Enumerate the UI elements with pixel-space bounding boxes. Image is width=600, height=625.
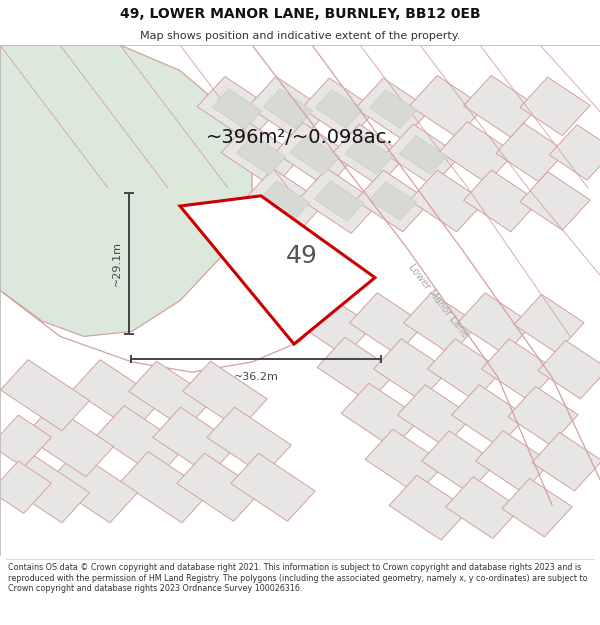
Polygon shape [1, 452, 89, 522]
Polygon shape [370, 182, 416, 220]
Polygon shape [422, 431, 496, 492]
Text: ~29.1m: ~29.1m [112, 241, 122, 286]
Text: 49: 49 [286, 244, 317, 268]
Polygon shape [0, 461, 52, 513]
Polygon shape [410, 170, 484, 232]
Polygon shape [302, 78, 376, 140]
Polygon shape [520, 77, 590, 136]
Polygon shape [245, 169, 325, 233]
Polygon shape [464, 76, 538, 138]
Polygon shape [514, 294, 584, 353]
Polygon shape [332, 124, 406, 186]
Polygon shape [400, 136, 446, 174]
Polygon shape [350, 292, 424, 354]
Polygon shape [341, 383, 421, 448]
Polygon shape [440, 121, 514, 183]
Polygon shape [236, 135, 286, 175]
Polygon shape [207, 408, 291, 475]
Polygon shape [374, 339, 448, 401]
Polygon shape [212, 89, 262, 129]
Text: 49, LOWER MANOR LANE, BURNLEY, BB12 0EB: 49, LOWER MANOR LANE, BURNLEY, BB12 0EB [119, 6, 481, 21]
Polygon shape [476, 431, 550, 492]
Polygon shape [0, 415, 52, 468]
Polygon shape [538, 341, 600, 399]
Polygon shape [398, 385, 472, 446]
Polygon shape [73, 359, 161, 431]
Polygon shape [365, 429, 445, 494]
Polygon shape [532, 432, 600, 491]
Polygon shape [317, 338, 397, 402]
Polygon shape [386, 124, 460, 186]
Polygon shape [0, 45, 252, 336]
Polygon shape [549, 124, 600, 180]
Polygon shape [464, 170, 538, 232]
Polygon shape [231, 453, 315, 521]
Polygon shape [221, 122, 301, 188]
Polygon shape [263, 89, 313, 129]
Polygon shape [197, 76, 277, 141]
Polygon shape [183, 361, 267, 429]
Text: Lower Manor Lane: Lower Manor Lane [406, 262, 470, 339]
Polygon shape [177, 453, 261, 521]
Polygon shape [1, 359, 89, 431]
Polygon shape [153, 408, 237, 475]
Polygon shape [404, 292, 478, 354]
Polygon shape [508, 386, 578, 445]
Text: ~36.2m: ~36.2m [233, 372, 278, 382]
Polygon shape [370, 89, 416, 128]
Polygon shape [428, 339, 502, 401]
Polygon shape [496, 123, 566, 182]
Polygon shape [180, 196, 375, 344]
Polygon shape [314, 181, 364, 221]
Polygon shape [502, 478, 572, 537]
Polygon shape [121, 452, 209, 522]
Polygon shape [458, 292, 532, 354]
Polygon shape [356, 78, 430, 140]
Polygon shape [452, 385, 526, 446]
Polygon shape [356, 170, 430, 232]
Text: ~396m²/~0.098ac.: ~396m²/~0.098ac. [206, 127, 394, 146]
Polygon shape [520, 172, 590, 230]
Polygon shape [290, 135, 340, 175]
Polygon shape [25, 406, 113, 477]
Polygon shape [299, 169, 379, 233]
Polygon shape [260, 181, 310, 221]
Polygon shape [446, 477, 520, 539]
Polygon shape [129, 361, 213, 429]
Polygon shape [275, 122, 355, 188]
Polygon shape [346, 136, 392, 174]
Polygon shape [482, 339, 556, 401]
Polygon shape [49, 452, 137, 522]
Text: Contains OS data © Crown copyright and database right 2021. This information is : Contains OS data © Crown copyright and d… [8, 563, 587, 593]
Text: Map shows position and indicative extent of the property.: Map shows position and indicative extent… [140, 31, 460, 41]
Polygon shape [293, 291, 373, 356]
Polygon shape [97, 406, 185, 477]
Polygon shape [410, 76, 484, 138]
Polygon shape [389, 475, 469, 540]
Polygon shape [316, 89, 362, 128]
Polygon shape [248, 76, 328, 141]
